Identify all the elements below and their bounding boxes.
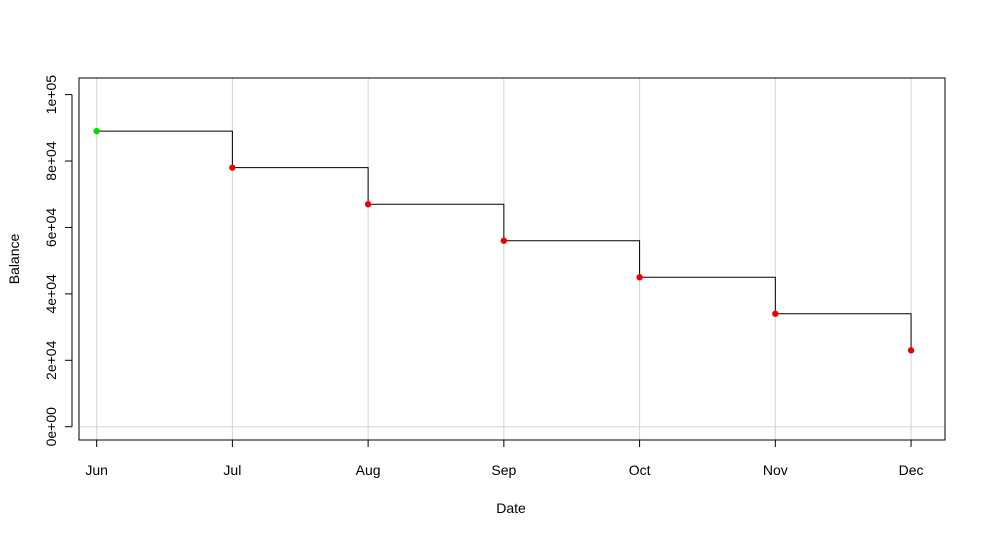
x-tick-label: Sep: [491, 462, 516, 478]
x-tick-label: Dec: [899, 462, 924, 478]
y-axis-title: Balance: [6, 233, 22, 284]
grid-lines: [79, 78, 945, 440]
series-layer: [93, 127, 915, 354]
x-tick-label: Aug: [356, 462, 381, 478]
x-axis: Jun Jul Aug Sep Oct Nov Dec: [85, 440, 924, 478]
x-tick-label: Jun: [85, 462, 108, 478]
y-tick-label: 8e+04: [43, 141, 59, 181]
x-tick-label: Nov: [763, 462, 788, 478]
y-tick-label: 0e+00: [43, 407, 59, 447]
data-point: [364, 201, 372, 208]
y-tick-label: 2e+04: [43, 340, 59, 380]
data-point: [229, 164, 236, 171]
y-axis: 0e+00 2e+04 4e+04 6e+04 8e+04 1e+05: [43, 75, 73, 447]
x-axis-title: Date: [496, 500, 526, 516]
data-point: [93, 127, 100, 135]
y-tick-label: 1e+05: [43, 75, 59, 115]
data-point: [907, 347, 915, 354]
data-point: [636, 274, 643, 281]
data-point: [772, 310, 779, 317]
x-tick-label: Jul: [223, 462, 241, 478]
data-point: [500, 237, 508, 244]
y-tick-label: 6e+04: [43, 208, 59, 248]
x-tick-label: Oct: [629, 462, 651, 478]
y-tick-label: 4e+04: [43, 274, 59, 314]
plot-frame: [78, 77, 946, 441]
